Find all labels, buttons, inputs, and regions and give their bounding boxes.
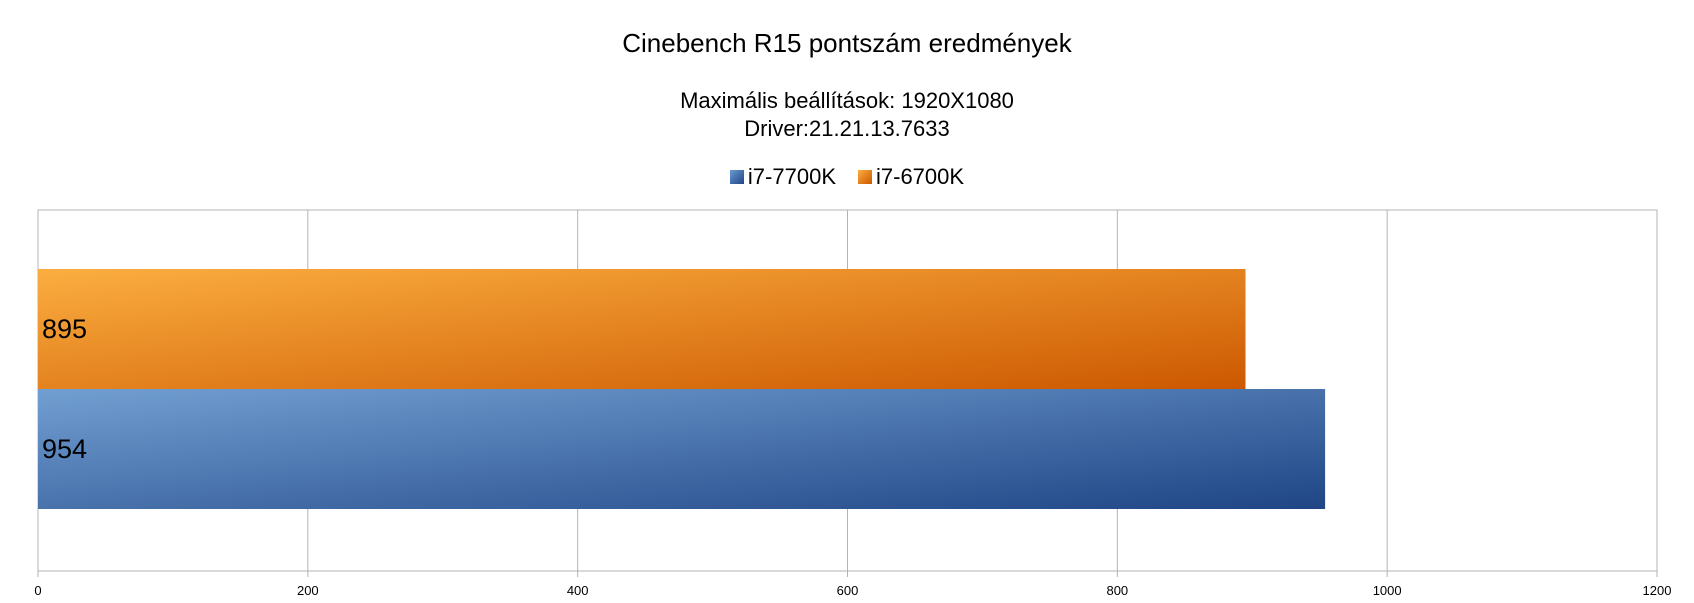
data-label-i7-7700k: 954 — [42, 434, 87, 464]
legend-swatch-i7-7700k — [729, 170, 744, 184]
x-tick-label: 800 — [1106, 583, 1128, 598]
x-tick-label: 1000 — [1373, 583, 1402, 598]
x-tick-label: 0 — [34, 583, 41, 598]
legend-label-i7-7700k: i7-7700K — [747, 164, 836, 189]
legend-item-i7-6700k: i7-6700K — [858, 164, 964, 190]
x-tick-label: 400 — [567, 583, 589, 598]
x-tick-label: 600 — [837, 583, 859, 598]
x-tick-label: 1200 — [1643, 583, 1672, 598]
chart-subtitle-line-1: Maximális beállítások: 1920X1080 — [680, 88, 1014, 113]
chart-title: Cinebench R15 pontszám eredmények — [622, 28, 1072, 58]
legend-label-i7-6700k: i7-6700K — [876, 164, 965, 189]
legend: i7-7700K i7-6700K — [0, 164, 1694, 190]
bar-i7-7700k — [38, 389, 1326, 509]
legend-item-i7-7700k: i7-7700K — [729, 164, 836, 190]
bar-i7-6700k — [38, 269, 1246, 389]
legend-swatch-i7-6700k — [858, 170, 872, 184]
chart-subtitle-line-2: Driver:21.21.13.7633 — [744, 116, 950, 141]
x-tick-label: 200 — [297, 583, 319, 598]
data-label-i7-6700k: 895 — [42, 314, 87, 344]
